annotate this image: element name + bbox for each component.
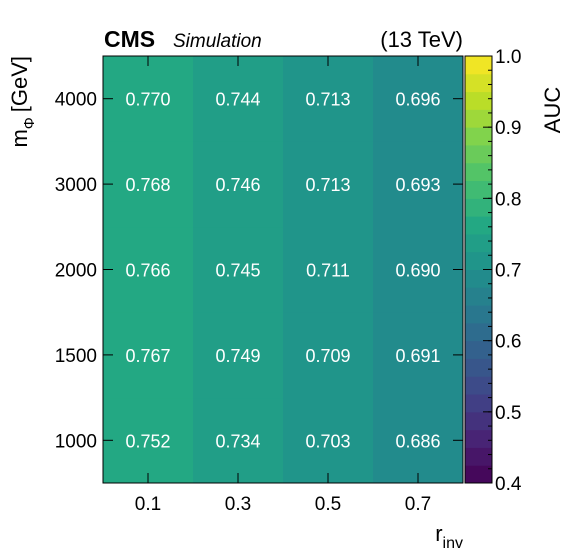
cell-value-label: 0.691 xyxy=(395,346,440,366)
cell-value-label: 0.766 xyxy=(125,261,170,281)
cell-value-label: 0.693 xyxy=(395,175,440,195)
colorbar-segment xyxy=(465,233,492,253)
colorbar-segment xyxy=(465,429,492,448)
cell-value-label: 0.768 xyxy=(125,175,170,195)
y-axis-label: mΦ [GeV] xyxy=(7,56,38,148)
heatmap-cell xyxy=(373,397,464,484)
colorbar-segment xyxy=(465,394,492,413)
heatmap-cell xyxy=(103,312,194,399)
colorbar-segment xyxy=(465,73,492,93)
colorbar-label: AUC xyxy=(540,87,565,134)
x-axis-label-sub: inv xyxy=(443,535,463,552)
cell-value-label: 0.686 xyxy=(395,431,440,451)
cell-value-label: 0.709 xyxy=(305,346,350,366)
cell-value-label: 0.745 xyxy=(215,261,260,281)
cell-value-label: 0.713 xyxy=(305,90,350,110)
heatmap-cell xyxy=(283,226,374,313)
y-axis-label-main: m xyxy=(7,129,32,147)
colorbar-segment xyxy=(465,91,492,110)
cms-label: CMS xyxy=(104,26,155,52)
x-tick-label: 0.1 xyxy=(135,494,161,515)
y-tick-label: 4000 xyxy=(55,90,97,111)
y-tick-label: 2000 xyxy=(55,261,97,282)
colorbar-tick-label: 0.5 xyxy=(495,403,521,424)
colorbar-segment xyxy=(465,216,492,235)
colorbar-segment xyxy=(465,287,492,306)
colorbar-segment xyxy=(465,56,492,75)
colorbar-segment xyxy=(465,251,492,270)
y-tick-label: 1000 xyxy=(55,431,97,452)
x-tick-label: 0.7 xyxy=(405,494,431,515)
heatmap-cell xyxy=(193,56,284,142)
cell-value-label: 0.770 xyxy=(125,90,170,110)
colorbar-segment xyxy=(465,180,492,199)
colorbar-segment xyxy=(465,322,492,342)
colorbar-tick-label: 0.7 xyxy=(495,261,521,282)
energy-label: (13 TeV) xyxy=(380,27,463,52)
colorbar-tick-label: 0.6 xyxy=(495,332,521,353)
cell-value-label: 0.713 xyxy=(305,175,350,195)
cell-value-label: 0.744 xyxy=(215,90,260,110)
heatmap-cell xyxy=(373,312,464,399)
cell-value-label: 0.734 xyxy=(215,431,260,451)
colorbar-segment xyxy=(465,447,492,466)
heatmap-cell xyxy=(193,226,284,313)
cell-value-label: 0.690 xyxy=(395,261,440,281)
colorbar-segment xyxy=(465,144,492,164)
heatmap-cell xyxy=(283,397,374,484)
colorbar-segment xyxy=(465,305,492,324)
colorbar-segment xyxy=(465,465,492,484)
heatmap-cell xyxy=(283,56,374,142)
colorbar-segment xyxy=(465,411,492,431)
colorbar-segment xyxy=(465,127,492,146)
cell-value-label: 0.746 xyxy=(215,175,260,195)
x-axis-label-main: r xyxy=(435,521,442,546)
heatmap-cell-labels: 0.752 0.734 0.703 0.686 0.767 0.749 0.709 0.691… xyxy=(125,90,440,452)
colorbar-segment xyxy=(465,340,492,359)
y-axis-label-unit: [GeV] xyxy=(7,56,32,112)
colorbar-segment xyxy=(465,198,492,217)
colorbar-segment xyxy=(465,109,492,128)
colorbar-segment xyxy=(465,269,492,288)
heatmap-cell xyxy=(193,397,284,484)
cell-value-label: 0.696 xyxy=(395,90,440,110)
y-tick-label: 3000 xyxy=(55,175,97,196)
heatmap-cell xyxy=(103,56,194,142)
x-axis-label: rinv xyxy=(435,521,463,552)
colorbar-segment xyxy=(465,358,492,377)
cell-value-label: 0.767 xyxy=(125,346,170,366)
y-ticks: 1000 1500 2000 3000 4000 xyxy=(55,90,463,452)
y-axis-label-sub: Φ xyxy=(21,117,38,129)
cell-value-label: 0.711 xyxy=(306,261,350,281)
x-tick-label: 0.3 xyxy=(225,494,251,515)
heatmap-cell xyxy=(373,226,464,313)
heatmap-cell xyxy=(283,312,374,399)
heatmap-cell xyxy=(193,312,284,399)
x-ticks: 0.1 0.3 0.5 0.7 xyxy=(135,56,431,515)
colorbar: 0.4 0.5 0.6 0.7 0.8 0.9 1.0 xyxy=(464,47,522,495)
colorbar-tick-label: 1.0 xyxy=(495,47,521,68)
colorbar-tick-label: 0.8 xyxy=(495,189,521,210)
heatmap-cell xyxy=(103,141,194,228)
heatmap-cell xyxy=(283,141,374,228)
heatmap-cell xyxy=(373,141,464,228)
heatmap-cell xyxy=(103,397,194,484)
cell-value-label: 0.703 xyxy=(305,431,350,451)
simulation-label: Simulation xyxy=(173,31,262,52)
colorbar-segment xyxy=(465,162,492,182)
heatmap-cell xyxy=(193,141,284,228)
y-tick-label: 1500 xyxy=(55,346,97,367)
heatmap-cell xyxy=(373,56,464,142)
colorbar-tick-label: 0.9 xyxy=(495,118,521,139)
heatmap-cell xyxy=(103,226,194,313)
cell-value-label: 0.752 xyxy=(125,431,170,451)
heatmap-cells xyxy=(103,56,464,484)
cell-value-label: 0.749 xyxy=(215,346,260,366)
x-tick-label: 0.5 xyxy=(315,494,341,515)
colorbar-tick-label: 0.4 xyxy=(495,474,522,495)
colorbar-segment xyxy=(465,376,492,395)
